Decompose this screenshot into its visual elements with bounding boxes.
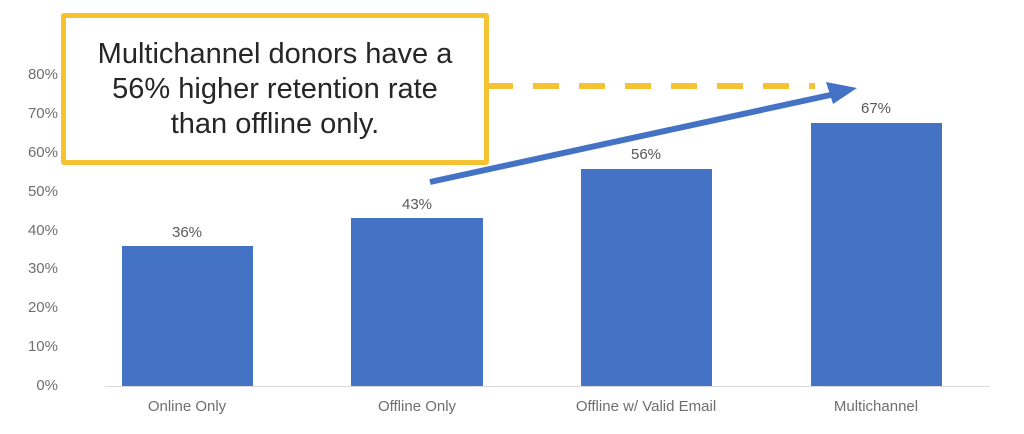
y-tick-10: 10% bbox=[27, 338, 58, 355]
y-tick-50: 50% bbox=[27, 183, 58, 200]
callout-line-2: 56% higher retention rate bbox=[112, 72, 438, 105]
x-label-multichannel: Multichannel bbox=[833, 398, 919, 415]
callout-line-3: than offline only. bbox=[170, 107, 380, 140]
bar-multichannel bbox=[811, 123, 942, 386]
trend-arrow-head bbox=[826, 82, 857, 104]
y-tick-60: 60% bbox=[27, 144, 58, 161]
value-label-multichannel: 67% bbox=[860, 100, 892, 117]
x-label-offline-only: Offline Only bbox=[377, 398, 457, 415]
value-label-online-only: 36% bbox=[171, 224, 203, 241]
y-tick-70: 70% bbox=[27, 105, 58, 122]
y-tick-20: 20% bbox=[27, 299, 58, 316]
y-tick-0: 0% bbox=[36, 377, 58, 394]
y-tick-80: 80% bbox=[27, 66, 58, 83]
bar-online-only bbox=[122, 246, 253, 386]
y-tick-30: 30% bbox=[27, 260, 58, 277]
x-label-online-only: Online Only bbox=[147, 398, 227, 415]
callout-line-1: Multichannel donors have a bbox=[97, 37, 453, 70]
y-tick-40: 40% bbox=[27, 222, 58, 239]
bar-offline-only bbox=[351, 218, 483, 386]
x-axis-line bbox=[105, 386, 990, 387]
trend-arrow-shaft bbox=[429, 91, 836, 185]
value-label-offline-only: 43% bbox=[401, 196, 433, 213]
value-label-offline-valid-email: 56% bbox=[630, 146, 662, 163]
bar-offline-valid-email bbox=[581, 169, 712, 386]
x-label-offline-valid-email: Offline w/ Valid Email bbox=[575, 398, 717, 415]
annotation-callout: Multichannel donors have a 56% higher re… bbox=[61, 13, 489, 165]
